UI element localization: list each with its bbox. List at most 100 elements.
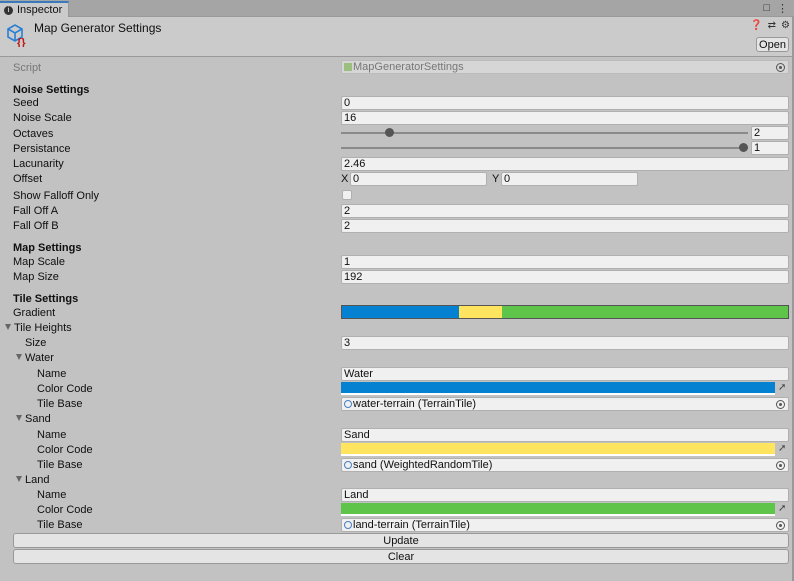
preset-icon[interactable]: ⇄ [767, 20, 777, 31]
gradient-field[interactable] [341, 305, 789, 319]
info-icon: i [4, 5, 13, 15]
svg-text:{}: {} [17, 37, 26, 47]
noise-settings-header: Noise Settings [13, 84, 90, 96]
update-button[interactable]: Update [13, 533, 789, 548]
script-field[interactable]: MapGeneratorSettings [341, 60, 789, 74]
seed-input[interactable]: 0 [341, 96, 789, 110]
fall-off-a-input[interactable]: 2 [341, 204, 789, 218]
more-options-icon[interactable]: ⋮ [777, 3, 788, 15]
object-picker-icon[interactable] [776, 63, 785, 72]
tab-bar: i Inspector □ ⋮ [0, 0, 794, 17]
offset-y-label: Y [492, 173, 500, 185]
tile-heights-label: Tile Heights [14, 322, 72, 334]
gradient-land-segment [502, 306, 788, 318]
sand-foldout[interactable]: Sand [16, 413, 51, 425]
tab-label: Inspector [17, 4, 63, 16]
sand-tile-base-field[interactable]: sand (WeightedRandomTile) [341, 458, 789, 472]
sand-tile-base-value: sand (WeightedRandomTile) [353, 459, 493, 471]
eyedropper-icon[interactable]: ➚ [778, 382, 787, 393]
gear-icon[interactable]: ⚙ [781, 20, 790, 31]
land-tile-base-label: Tile Base [37, 519, 83, 531]
map-scale-input[interactable]: 1 [341, 255, 789, 269]
offset-x-label: X [341, 173, 349, 185]
show-falloff-only-label: Show Falloff Only [13, 190, 100, 202]
sand-color-field[interactable] [341, 443, 775, 456]
help-icon[interactable]: ❓ [750, 20, 763, 31]
open-button[interactable]: Open [756, 37, 789, 52]
water-foldout[interactable]: Water [16, 352, 54, 364]
size-label: Size [25, 337, 47, 349]
noise-scale-input[interactable]: 16 [341, 111, 789, 125]
gradient-sand-segment [459, 306, 502, 318]
tile-asset-icon [344, 461, 352, 469]
seed-label: Seed [13, 97, 39, 109]
offset-y-input[interactable]: 0 [501, 172, 638, 186]
land-name-label: Name [37, 489, 67, 501]
eyedropper-icon[interactable]: ➚ [778, 503, 787, 514]
land-color-label: Color Code [37, 504, 93, 516]
water-name-input[interactable]: Water [341, 367, 789, 381]
scrollbar[interactable] [792, 17, 794, 581]
fall-off-b-label: Fall Off B [13, 220, 59, 232]
script-value: MapGeneratorSettings [353, 61, 464, 73]
tile-asset-icon [344, 400, 352, 408]
offset-x-input[interactable]: 0 [350, 172, 487, 186]
script-asset-icon: {} [7, 24, 26, 47]
sand-name-input[interactable]: Sand [341, 428, 789, 442]
map-scale-label: Map Scale [13, 256, 65, 268]
gradient-label: Gradient [13, 307, 56, 319]
water-tile-base-label: Tile Base [37, 398, 83, 410]
sand-tile-base-label: Tile Base [37, 459, 83, 471]
water-header: Water [25, 352, 54, 364]
map-size-input[interactable]: 192 [341, 270, 789, 284]
octaves-input[interactable]: 2 [751, 126, 789, 140]
tile-heights-foldout[interactable]: Tile Heights [5, 322, 72, 334]
land-foldout[interactable]: Land [16, 474, 49, 486]
tile-settings-header: Tile Settings [13, 293, 79, 305]
eyedropper-icon[interactable]: ➚ [778, 443, 787, 454]
clear-button[interactable]: Clear [13, 549, 789, 564]
sand-header: Sand [25, 413, 51, 425]
fall-off-b-input[interactable]: 2 [341, 219, 789, 233]
water-tile-base-field[interactable]: water-terrain (TerrainTile) [341, 397, 789, 411]
script-label: Script [13, 62, 42, 74]
inspector-header: {} Map Generator Settings ❓ ⇄ ⚙ Open [0, 17, 794, 57]
map-settings-header: Map Settings [13, 242, 82, 254]
persistance-slider-handle[interactable] [739, 143, 748, 152]
foldout-arrow-icon [16, 354, 22, 360]
foldout-arrow-icon [16, 415, 22, 421]
water-color-field[interactable] [341, 382, 775, 395]
tile-asset-icon [344, 521, 352, 529]
lock-icon[interactable]: □ [763, 2, 770, 14]
offset-label: Offset [13, 173, 43, 185]
fall-off-a-label: Fall Off A [13, 205, 59, 217]
land-tile-base-value: land-terrain (TerrainTile) [353, 519, 470, 531]
persistance-slider[interactable] [341, 147, 748, 149]
octaves-slider-handle[interactable] [385, 128, 394, 137]
land-header: Land [25, 474, 50, 486]
inspector-title: Map Generator Settings [34, 21, 162, 35]
octaves-slider[interactable] [341, 132, 748, 134]
object-picker-icon[interactable] [776, 521, 785, 530]
object-picker-icon[interactable] [776, 461, 785, 470]
land-color-field[interactable] [341, 503, 775, 516]
sand-name-label: Name [37, 429, 67, 441]
octaves-label: Octaves [13, 128, 54, 140]
gradient-water-segment [342, 306, 459, 318]
object-picker-icon[interactable] [776, 400, 785, 409]
map-size-label: Map Size [13, 271, 59, 283]
lacunarity-input[interactable]: 2.46 [341, 157, 789, 171]
tab-inspector[interactable]: i Inspector [0, 1, 69, 17]
persistance-label: Persistance [13, 143, 71, 155]
sand-color-label: Color Code [37, 444, 93, 456]
persistance-input[interactable]: 1 [751, 141, 789, 155]
land-name-input[interactable]: Land [341, 488, 789, 502]
water-tile-base-value: water-terrain (TerrainTile) [353, 398, 477, 410]
script-file-icon [344, 63, 352, 71]
noise-scale-label: Noise Scale [13, 112, 72, 124]
show-falloff-only-checkbox[interactable] [342, 190, 352, 200]
land-tile-base-field[interactable]: land-terrain (TerrainTile) [341, 518, 789, 532]
size-input[interactable]: 3 [341, 336, 789, 350]
water-name-label: Name [37, 368, 67, 380]
water-color-label: Color Code [37, 383, 93, 395]
